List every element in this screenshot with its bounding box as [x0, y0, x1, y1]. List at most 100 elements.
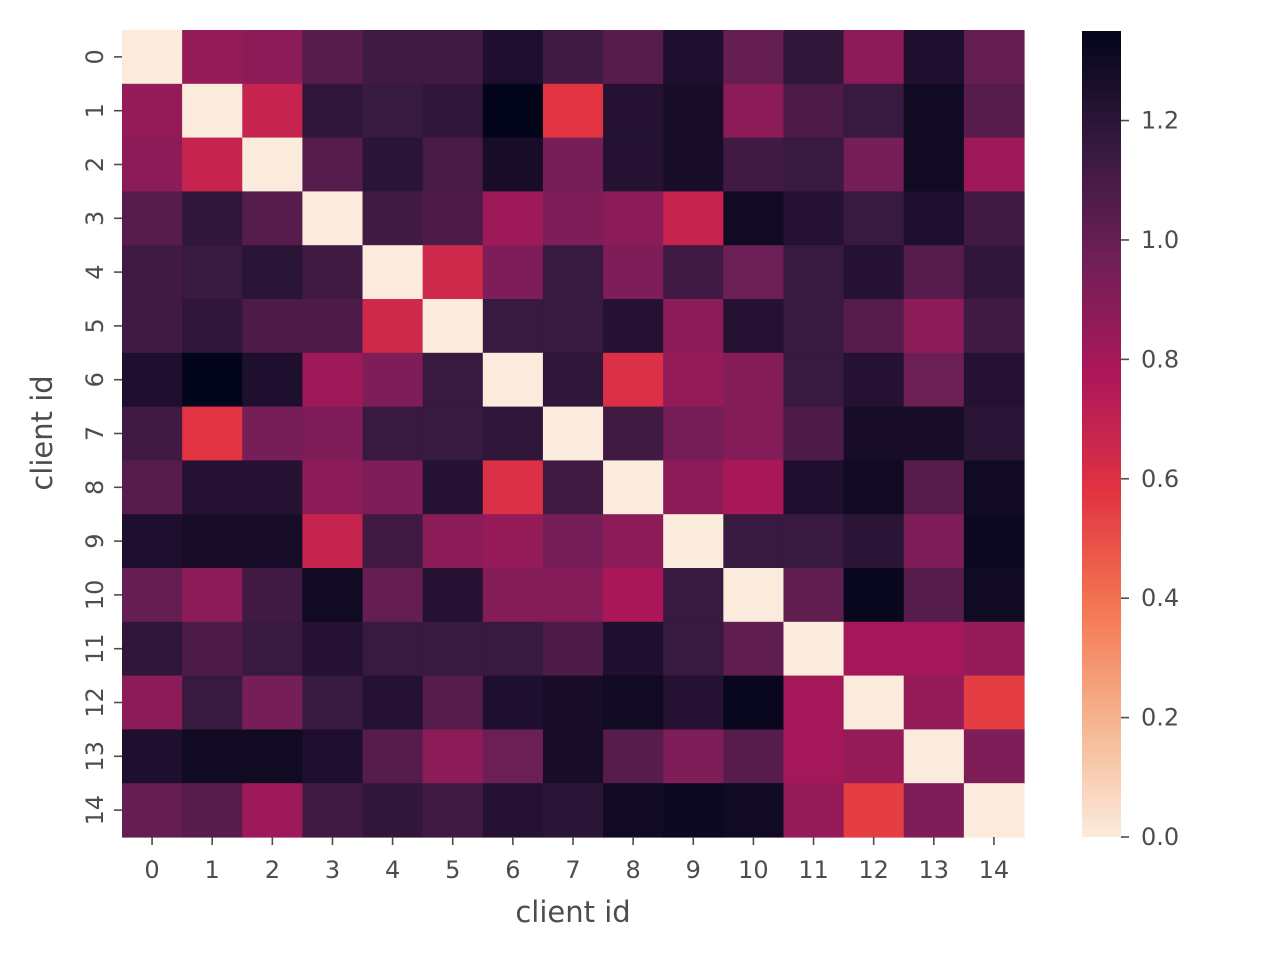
- heatmap-cell-3-3: [302, 191, 364, 246]
- heatmap-cell-4-12: [843, 245, 905, 300]
- heatmap-cell-6-3: [302, 352, 364, 408]
- y-tick-label: 14: [81, 795, 109, 826]
- heatmap-cell-12-7: [542, 675, 604, 730]
- y-tick-label: 5: [81, 318, 109, 333]
- heatmap-cell-6-14: [963, 352, 1025, 408]
- heatmap-cell-4-1: [182, 245, 243, 300]
- heatmap-cell-7-0: [122, 406, 183, 461]
- x-tick-label: 6: [505, 856, 520, 884]
- heatmap-cell-4-13: [903, 245, 965, 300]
- heatmap-cell-12-8: [603, 675, 664, 730]
- heatmap-cell-11-1: [182, 621, 243, 677]
- heatmap-cell-0-3: [302, 30, 364, 85]
- heatmap-cell-6-6: [482, 352, 544, 408]
- heatmap-cell-6-12: [843, 352, 905, 408]
- heatmap-cell-13-13: [903, 729, 965, 784]
- heatmap-cell-10-4: [362, 568, 424, 623]
- heatmap-cell-13-1: [182, 729, 243, 784]
- heatmap-cell-7-8: [603, 406, 664, 461]
- heatmap-cell-9-12: [843, 514, 905, 569]
- y-tick-label: 9: [81, 533, 109, 548]
- heatmap-cell-7-6: [482, 406, 544, 461]
- heatmap-cell-0-10: [723, 30, 785, 85]
- x-tick-label: 7: [565, 856, 580, 884]
- heatmap-cell-13-11: [783, 729, 845, 784]
- heatmap-cell-7-14: [963, 406, 1025, 461]
- heatmap-cell-4-10: [723, 245, 785, 300]
- heatmap-cell-11-13: [903, 621, 965, 677]
- y-tick-label: 10: [81, 580, 109, 611]
- heatmap-cell-1-6: [482, 83, 544, 139]
- heatmap-cell-3-12: [843, 191, 905, 246]
- x-tick-label: 4: [385, 856, 400, 884]
- heatmap-cell-10-1: [182, 568, 243, 623]
- heatmap-cell-11-2: [242, 621, 303, 677]
- heatmap-cell-5-13: [903, 299, 965, 354]
- y-tick-label: 6: [81, 372, 109, 387]
- heatmap-cell-12-3: [302, 675, 364, 730]
- heatmap-cell-5-11: [783, 299, 845, 354]
- heatmap-cell-12-6: [482, 675, 544, 730]
- heatmap-cell-14-14: [963, 783, 1025, 838]
- heatmap-cell-8-7: [542, 460, 604, 515]
- colorbar-tick-label: 1.0: [1141, 226, 1179, 254]
- heatmap-cell-1-12: [843, 83, 905, 139]
- heatmap-cell-2-11: [783, 137, 845, 192]
- heatmap-cell-14-1: [182, 783, 243, 838]
- heatmap-cell-14-4: [362, 783, 424, 838]
- heatmap-cell-7-4: [362, 406, 424, 461]
- heatmap-cell-10-13: [903, 568, 965, 623]
- colorbar-tick-label: 1.2: [1141, 107, 1179, 135]
- heatmap-cell-6-4: [362, 352, 424, 408]
- heatmap-cell-0-6: [482, 30, 544, 85]
- heatmap-cell-4-14: [963, 245, 1025, 300]
- heatmap-cell-4-3: [302, 245, 364, 300]
- heatmap-cell-10-9: [663, 568, 724, 623]
- y-tick-label: 12: [81, 687, 109, 718]
- heatmap-cell-8-11: [783, 460, 845, 515]
- heatmap-cell-13-6: [482, 729, 544, 784]
- heatmap-cell-6-11: [783, 352, 845, 408]
- x-tick-label: 11: [798, 856, 829, 884]
- heatmap-cell-1-11: [783, 83, 845, 139]
- heatmap-cell-2-1: [182, 137, 243, 192]
- heatmap-cell-13-7: [542, 729, 604, 784]
- heatmap-cell-2-6: [482, 137, 544, 192]
- heatmap-cell-5-12: [843, 299, 905, 354]
- heatmap-cell-4-7: [542, 245, 604, 300]
- heatmap-cell-5-2: [242, 299, 303, 354]
- heatmap-cell-9-11: [783, 514, 845, 569]
- heatmap-cell-12-10: [723, 675, 785, 730]
- heatmap-cell-13-8: [603, 729, 664, 784]
- heatmap-cell-5-4: [362, 299, 424, 354]
- heatmap-cell-6-0: [122, 352, 183, 408]
- heatmap-cell-13-14: [963, 729, 1025, 784]
- x-tick-label: 13: [919, 856, 950, 884]
- x-tick-label: 8: [625, 856, 640, 884]
- heatmap-cell-3-11: [783, 191, 845, 246]
- y-tick-label: 4: [81, 264, 109, 279]
- y-tick-label: 1: [81, 103, 109, 118]
- heatmap-cell-4-2: [242, 245, 303, 300]
- heatmap-cell-11-3: [302, 621, 364, 677]
- heatmap-cell-9-3: [302, 514, 364, 569]
- heatmap-cell-11-6: [482, 621, 544, 677]
- heatmap-cell-7-5: [422, 406, 484, 461]
- heatmap-cell-8-12: [843, 460, 905, 515]
- heatmap-cell-10-7: [542, 568, 604, 623]
- heatmap-cell-12-13: [903, 675, 965, 730]
- heatmap-cell-3-7: [542, 191, 604, 246]
- heatmap-cell-0-4: [362, 30, 424, 85]
- colorbar-tick-label: 0.8: [1141, 345, 1179, 373]
- y-tick-label: 13: [81, 741, 109, 772]
- heatmap-cell-5-9: [663, 299, 724, 354]
- heatmap-cell-9-9: [663, 514, 724, 569]
- heatmap-cell-1-9: [663, 83, 724, 139]
- heatmap-cell-8-13: [903, 460, 965, 515]
- x-tick-label: 3: [325, 856, 340, 884]
- heatmap-cell-4-5: [422, 245, 484, 300]
- heatmap-cell-9-4: [362, 514, 424, 569]
- heatmap-cell-14-10: [723, 783, 785, 838]
- x-tick-label: 14: [979, 856, 1010, 884]
- heatmap-cell-10-12: [843, 568, 905, 623]
